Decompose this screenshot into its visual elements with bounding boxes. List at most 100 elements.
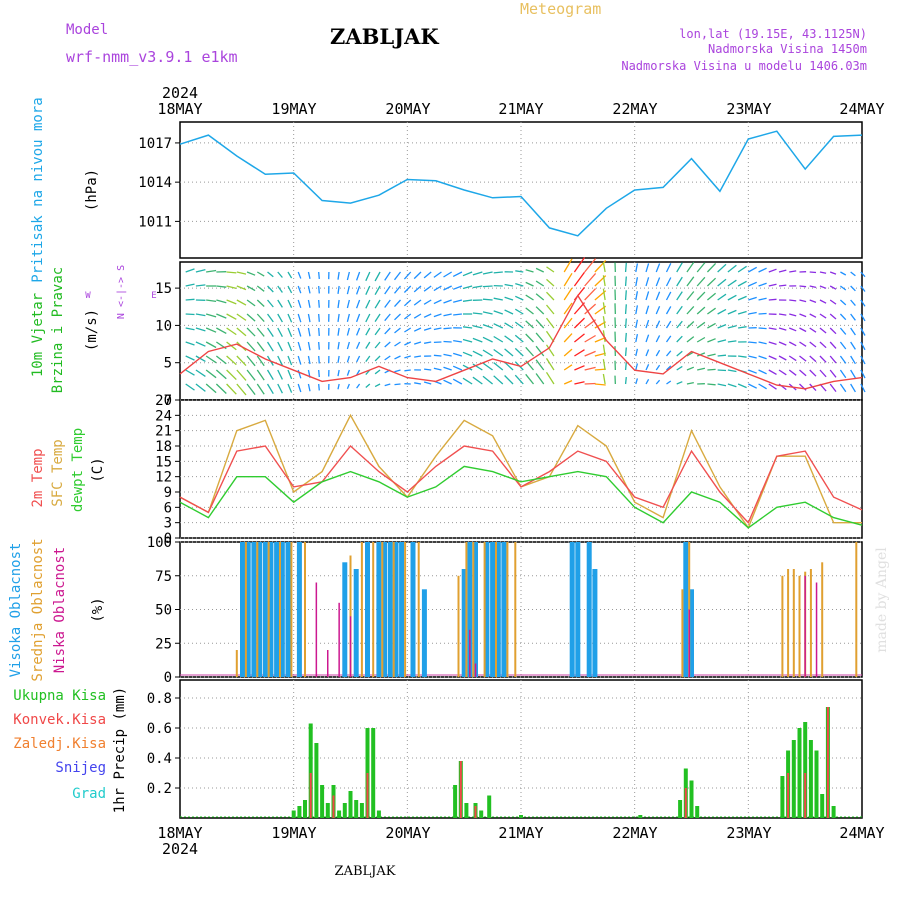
wind-arrow	[563, 364, 573, 371]
wind-arrow	[195, 383, 206, 392]
wind-arrow	[819, 313, 827, 319]
wind-arrow	[337, 369, 340, 377]
wind-arrow	[778, 327, 787, 331]
cloud-high-bar	[274, 542, 280, 677]
temp-unit: (C)	[90, 457, 106, 482]
wind-arrow	[665, 335, 672, 343]
wind-arrow	[839, 313, 847, 321]
date-label-bottom: 21MAY	[498, 824, 543, 842]
wind-arrow	[443, 353, 452, 357]
wind-arrow	[535, 359, 545, 371]
wind-arrow	[374, 285, 381, 296]
wind-arrow	[307, 299, 311, 308]
cloud-mid-bar	[465, 542, 468, 677]
wind-arrow	[374, 327, 381, 336]
wind-arrow	[655, 335, 661, 343]
cloud-mid-bar	[304, 542, 306, 677]
wind-arrow	[393, 285, 402, 294]
precip-convective-bar	[804, 773, 807, 818]
watermark: made by Angel	[874, 547, 890, 653]
wind-arrow	[384, 341, 391, 348]
wind-arrow	[443, 299, 452, 304]
wind-arrow	[394, 313, 401, 321]
temp-2m-line	[179, 444, 863, 524]
wind-arrow	[365, 341, 371, 349]
wind-arrow	[563, 287, 573, 301]
wind-arrow	[860, 341, 866, 351]
wind-arrow	[758, 282, 767, 287]
wind-arrow	[809, 271, 817, 274]
wind-arrow	[472, 312, 483, 315]
wind-arrow	[645, 319, 650, 329]
wind-arrow	[788, 341, 797, 347]
wind-arrow	[584, 272, 597, 287]
wind-arrow	[337, 327, 340, 336]
wind-arrow	[346, 271, 350, 281]
wind-arrow	[318, 383, 320, 391]
wind-arrow	[287, 369, 293, 380]
wind-arrow	[337, 285, 340, 294]
wind-arrow	[374, 369, 381, 375]
wind-arrow	[573, 271, 586, 287]
wind-arrow	[403, 285, 412, 293]
cloud-high-bar	[495, 542, 501, 677]
cloud-high-bar	[399, 542, 405, 677]
wind-arrow	[819, 341, 827, 349]
wind-arrow	[829, 355, 837, 364]
temp-2m-title: 2m Temp	[30, 448, 46, 507]
wind-arrow	[573, 317, 585, 329]
wind-arrow	[205, 383, 217, 394]
wind-ytick-label: 0	[164, 393, 172, 409]
precip-total-bar	[519, 815, 523, 818]
wind-arrow	[525, 294, 534, 301]
wind-arrow	[515, 270, 524, 273]
wind-arrow	[277, 299, 283, 308]
wind-arrow	[307, 271, 311, 279]
wind-arrow	[215, 383, 227, 394]
wind-arrow	[403, 313, 412, 320]
wind-arrow	[563, 333, 573, 343]
wind-arrow	[453, 299, 463, 303]
precip-total-bar	[487, 795, 492, 818]
cloud-mid-bar	[381, 542, 384, 677]
wind-arrow	[414, 355, 422, 358]
wind-arrow	[624, 332, 627, 343]
wind-arrow	[394, 341, 401, 347]
wind-arrow	[346, 285, 350, 295]
wind-arrow	[515, 282, 524, 287]
wind-arrow	[482, 336, 493, 343]
precip-legend-snow: Snijeg	[55, 760, 106, 776]
wind-arrow	[686, 321, 695, 329]
wind-arrow	[195, 369, 206, 377]
wind-arrow	[318, 271, 320, 279]
precipitation-ytick-label: 0.8	[147, 691, 172, 707]
wind-arrow	[346, 327, 350, 336]
wind-arrow	[236, 299, 247, 306]
wind-arrow	[665, 263, 672, 273]
wind-arrow	[236, 383, 247, 396]
wind-arrow	[563, 317, 573, 329]
cloud-low-bar	[804, 575, 806, 678]
wind-arrow	[655, 291, 661, 301]
wind-arrow	[594, 336, 606, 343]
station-title: ZABLJAK	[330, 24, 439, 49]
cloud-high-bar	[382, 542, 388, 677]
wind-arrow	[799, 327, 807, 333]
wind-arrow	[717, 369, 727, 372]
wind-arrow	[655, 364, 661, 371]
precip-total-bar	[348, 791, 353, 818]
wind-arrow	[635, 263, 639, 273]
wind-arrow	[584, 350, 596, 357]
wind-arrow	[697, 367, 706, 371]
wind-arrow	[277, 271, 283, 278]
wind-arrow	[545, 358, 555, 371]
cloud-high-bar	[353, 569, 359, 677]
wind-arrow	[355, 271, 361, 281]
precip-total-bar	[814, 750, 819, 818]
wind-arrow	[758, 297, 767, 301]
wind-arrow	[443, 379, 452, 385]
precip-total-bar	[791, 740, 796, 818]
wind-arrow	[393, 271, 402, 281]
wind-arrow	[860, 369, 866, 379]
wind-arrow	[624, 290, 627, 301]
